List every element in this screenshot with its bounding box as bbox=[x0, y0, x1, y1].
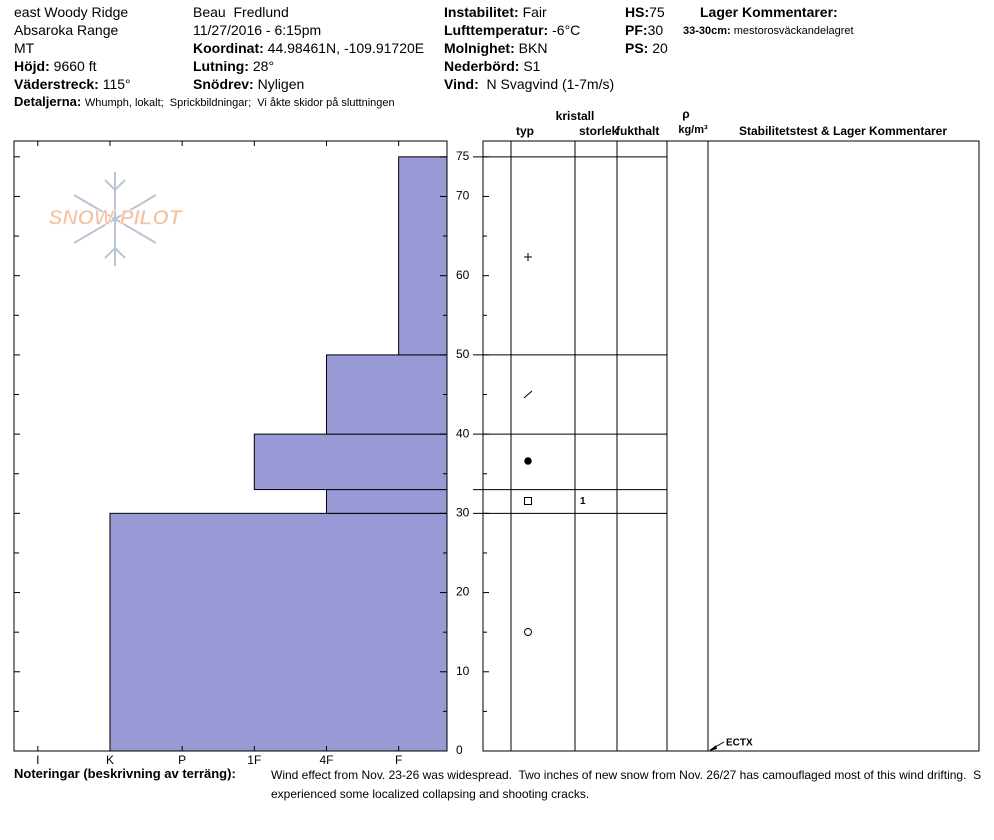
hardness-bar bbox=[325, 489, 448, 514]
field: Höjd: 9660 ft bbox=[14, 57, 96, 75]
field-label: Nederbörd: bbox=[444, 58, 520, 74]
field: Vind: N Svagvind (1-7m/s) bbox=[444, 75, 614, 93]
x-tick-label: I bbox=[36, 753, 39, 767]
y-tick-label: 40 bbox=[456, 426, 470, 440]
table-frame bbox=[482, 140, 980, 752]
field-value: -6°C bbox=[552, 22, 581, 38]
y-tick-label: 20 bbox=[456, 585, 470, 599]
field: Molnighet: BKN bbox=[444, 39, 547, 57]
field-value: 28° bbox=[252, 58, 275, 74]
field-label: HS: bbox=[625, 4, 650, 20]
field-label: Molnighet: bbox=[444, 40, 515, 56]
x-tick-label: 4F bbox=[319, 753, 333, 767]
field-label: Koordinat: bbox=[193, 40, 264, 56]
field: Väderstreck: 115° bbox=[14, 75, 131, 93]
field-label: Lager Kommentarer: bbox=[700, 4, 838, 20]
field-value: S1 bbox=[523, 58, 541, 74]
location: Absaroka Range bbox=[14, 22, 119, 38]
test-label: ECTX bbox=[726, 738, 753, 749]
grain-size: 1 bbox=[580, 496, 586, 507]
datetime: 11/27/2016 - 6:15pm bbox=[193, 22, 322, 38]
hardness-bar bbox=[109, 512, 448, 752]
table-header: kristall bbox=[556, 109, 595, 123]
footer-label: Noteringar (beskrivning av terräng): bbox=[14, 765, 236, 783]
field-label: Vind: bbox=[444, 76, 479, 92]
footer-label-text: Noteringar (beskrivning av terräng): bbox=[14, 766, 236, 781]
field: Detaljerna: Whumph, lokalt; Sprickbildni… bbox=[14, 93, 395, 112]
field-value: 20 bbox=[652, 40, 668, 56]
field-value: 30 bbox=[647, 22, 664, 38]
field-label: Väderstreck: bbox=[14, 76, 99, 92]
field-label: 33-30cm: bbox=[683, 25, 731, 37]
field-value: BKN bbox=[518, 40, 548, 56]
table-header: fukthalt bbox=[616, 124, 659, 138]
hardness-bar bbox=[253, 433, 448, 491]
field-label: Detaljerna: bbox=[14, 94, 82, 109]
field-value: 115° bbox=[102, 76, 131, 92]
field-value: Nyligen bbox=[257, 76, 305, 92]
footer-line: Wind effect from Nov. 23-26 was widespre… bbox=[271, 768, 982, 782]
observer: Beau Fredlund bbox=[193, 4, 289, 20]
field-label: Lufttemperatur: bbox=[444, 22, 549, 38]
layer-comments-title: Lager Kommentarer: bbox=[700, 3, 838, 21]
table-header: Stabilitetstest & Lager Kommentarer bbox=[739, 124, 947, 138]
logo bbox=[73, 172, 157, 266]
field-label: Instabilitet: bbox=[444, 4, 519, 20]
field-value: 75 bbox=[649, 4, 665, 20]
hardness-frame bbox=[13, 140, 448, 752]
y-tick-label: 0 bbox=[456, 743, 463, 757]
field: Lutning: 28° bbox=[193, 57, 274, 75]
hardness-bar bbox=[325, 354, 448, 435]
table-header: ρ bbox=[682, 107, 689, 121]
table-header: typ bbox=[516, 124, 534, 138]
layer-comment: 33-30cm: mestorosväckandelagret bbox=[683, 22, 854, 40]
y-tick-label: 75 bbox=[456, 149, 470, 163]
field: Lufttemperatur: -6°C bbox=[444, 21, 580, 39]
y-tick-label: 50 bbox=[456, 347, 470, 361]
field-label: Snödrev: bbox=[193, 76, 254, 92]
field: Instabilitet: Fair bbox=[444, 3, 547, 21]
field-value: mestorosväckandelagret bbox=[733, 25, 854, 37]
field-label: Höjd: bbox=[14, 58, 50, 74]
field: PS: 20 bbox=[625, 39, 668, 57]
y-tick-label: 30 bbox=[456, 506, 470, 520]
grain-symbols bbox=[523, 253, 533, 636]
field-value: Fair bbox=[522, 4, 547, 20]
field-value: 9660 ft bbox=[53, 58, 97, 74]
y-tick-label: 10 bbox=[456, 664, 470, 678]
y-tick-label: 60 bbox=[456, 268, 470, 282]
field-label: PS: bbox=[625, 40, 649, 56]
x-tick-label: K bbox=[106, 753, 114, 767]
field: Snödrev: Nyligen bbox=[193, 75, 304, 93]
field: Nederbörd: S1 bbox=[444, 57, 540, 75]
hardness-bar bbox=[398, 156, 448, 356]
field-value: 44.98461N, -109.91720E bbox=[267, 40, 425, 56]
field-label: Lutning: bbox=[193, 58, 249, 74]
location: MT bbox=[14, 40, 35, 56]
x-tick-label: P bbox=[178, 753, 186, 767]
footer-line: experienced some localized collapsing an… bbox=[271, 787, 590, 801]
field: PF:30 bbox=[625, 21, 663, 39]
table-header: storlek bbox=[579, 124, 619, 138]
field: HS:75 bbox=[625, 3, 665, 21]
location: east Woody Ridge bbox=[14, 4, 129, 20]
field-label: PF: bbox=[625, 22, 648, 38]
y-tick-label: 70 bbox=[456, 189, 470, 203]
x-tick-label: F bbox=[395, 753, 402, 767]
logo-text: SNOW PILOT bbox=[49, 207, 184, 230]
field-value: N Svagvind (1-7m/s) bbox=[486, 76, 615, 92]
table-header: kg/m³ bbox=[678, 124, 708, 136]
x-tick-label: 1F bbox=[247, 753, 261, 767]
test-arrow-head bbox=[709, 745, 717, 751]
field-value: Whumph, lokalt; Sprickbildningar; Vi åkt… bbox=[84, 97, 395, 109]
field: Koordinat: 44.98461N, -109.91720E bbox=[193, 39, 424, 57]
